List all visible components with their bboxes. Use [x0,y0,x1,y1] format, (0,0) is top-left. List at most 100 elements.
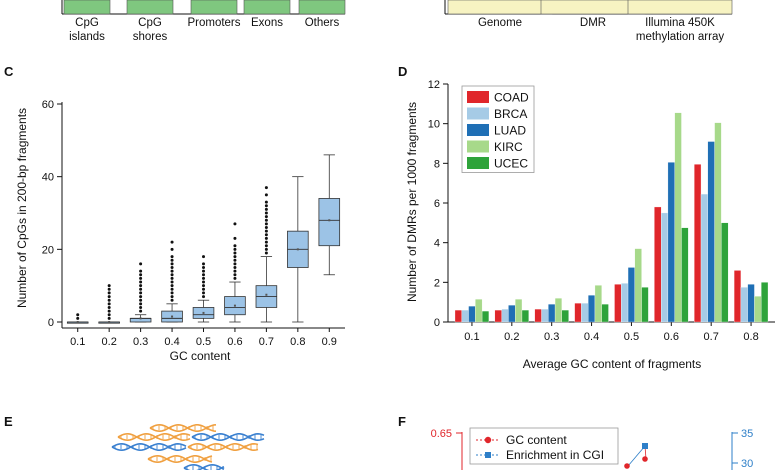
outlier-1-3 [107,305,111,309]
outlier-1-4 [107,302,111,306]
outlier-5-8 [233,247,237,251]
bar-kirc-3 [594,285,602,323]
mean-marker-0 [76,321,79,323]
bar-brca-1 [501,308,509,323]
bar-luad-5 [667,162,675,323]
mean-marker-4 [202,311,205,314]
bar-brca-5 [660,212,669,323]
dna-strand-b-4 [187,443,259,452]
dna-fragments-illustration [111,424,265,470]
x-tick-label-c-7: 0.8 [290,336,305,348]
bar-kirc-4 [634,248,642,323]
outlier-4-1 [202,291,205,295]
outlier-1-0 [107,316,111,320]
top-left-label-3: Exons [251,17,283,29]
outlier-1-1 [107,313,111,317]
x-tick-label-c-3: 0.4 [164,336,179,348]
y-axis-label-c: Number of CpGs in 200-bp fragments [15,108,29,308]
bar-brca-3 [581,303,589,323]
mean-marker-8 [328,219,331,222]
top-right-bar-0 [447,0,553,15]
mean-marker-6 [265,293,268,296]
outlier-5-5 [233,258,237,262]
outlier-3-0 [170,298,174,302]
y-tick-label-c-3: 60 [42,99,54,111]
x-tick-label-d-5: 0.6 [664,331,679,343]
top-right-label-2: Illumina 450K methylation array [636,17,724,43]
y-tick-label-d-6: 12 [428,79,440,91]
f-left-tick-0: 0.65 [431,428,452,440]
outlier-6-16 [264,186,268,190]
mean-marker-2 [139,317,142,320]
dna-strand-b-1 [117,433,191,442]
outlier-6-12 [264,207,268,211]
x-tick-label-d-1: 0.2 [504,331,519,343]
bar-coad-3 [574,303,582,323]
dna-strand-a-0 [149,424,217,432]
outlier-3-1 [170,295,174,299]
top-right-bar-panel: Genome DMR Illumina 450K methylation arra… [444,0,733,43]
outlier-5-3 [233,266,237,269]
f-legend-marker-gc [484,436,492,444]
dna-fragment-5 [147,455,213,463]
mean-marker-1 [108,321,111,323]
outlier-6-6 [264,229,268,233]
bar-ucec-7 [761,282,769,323]
bar-brca-7 [740,287,748,323]
y-tick-label-c-2: 40 [42,172,54,184]
bar-kirc-1 [515,299,523,323]
outlier-3-9 [170,266,174,269]
panel-label-c: C [4,64,14,79]
outlier-1-8 [107,287,111,291]
x-axis-label-c: GC content [170,349,231,363]
legend-label-coad: COAD [494,91,529,105]
outlier-6-11 [264,211,268,215]
outlier-6-9 [264,218,268,222]
legend-swatch-coad [467,91,489,103]
x-tick-label-c-4: 0.5 [196,336,211,348]
outlier-2-2 [139,302,143,306]
outlier-2-9 [139,276,143,280]
box-8 [318,198,341,247]
top-left-bar-4 [298,0,346,15]
outlier-4-7 [202,269,205,273]
f-gc-point-2 [642,456,648,462]
y-tick-label-d-5: 10 [428,119,440,131]
y-tick-label-c-0: 0 [48,317,54,329]
outlier-4-10 [202,255,205,259]
bar-coad-5 [654,206,662,323]
top-left-bar-2 [190,0,238,15]
y-tick-label-d-3: 6 [434,198,440,210]
y-tick-label-c-1: 20 [42,244,54,256]
outlier-6-7 [264,226,268,230]
bar-kirc-2 [554,298,563,323]
dna-strand-a-2 [191,432,265,441]
outlier-4-6 [202,273,205,277]
outlier-2-11 [139,269,143,273]
dna-fragment-2 [191,432,265,442]
outlier-2-7 [139,284,143,288]
bar-luad-4 [627,267,635,323]
bar-luad-3 [588,295,596,323]
bar-coad-0 [454,309,462,323]
bar-ucec-3 [601,303,609,323]
f-legend-label-cgi: Enrichment in CGI [506,448,604,462]
f-right-tick-1: 30 [741,458,753,470]
x-tick-label-c-8: 0.9 [322,336,337,348]
dna-strand-b-3 [111,443,187,452]
bar-chart-panel-d: 0 2 4 6 8 10 12 0.1 0.2 0.3 0.4 0.5 0.6 0.7 0.8 COAD BRC… [405,79,775,371]
panel-label-d: D [398,64,407,79]
outlier-3-10 [170,262,174,266]
outlier-2-3 [139,298,143,302]
top-left-bar-3 [243,0,291,15]
mean-marker-7 [296,248,299,251]
outlier-3-3 [170,287,174,291]
outlier-4-8 [202,266,205,269]
outlier-2-5 [139,291,143,295]
mean-marker-3 [171,315,174,318]
f-cgi-point-1 [642,443,648,449]
outlier-2-1 [139,305,143,309]
outlier-4-2 [202,287,205,291]
bar-coad-6 [694,164,702,323]
